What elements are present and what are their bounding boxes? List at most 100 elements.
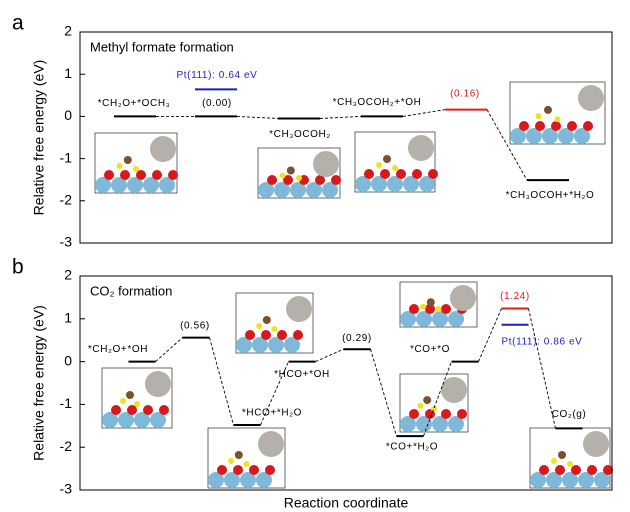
y-tick-label: 2 bbox=[64, 23, 72, 39]
y-axis-label: Relative free energy (eV) bbox=[31, 305, 47, 461]
surface-atom bbox=[150, 412, 166, 428]
connector bbox=[315, 348, 344, 363]
h-atom bbox=[554, 116, 561, 123]
h-atom bbox=[567, 461, 573, 467]
oxygen-atom bbox=[441, 304, 451, 314]
h-atom bbox=[279, 172, 286, 179]
surface-atom bbox=[111, 177, 127, 193]
pt-atom bbox=[408, 135, 434, 161]
pt-atom bbox=[286, 296, 312, 322]
surface-atom bbox=[416, 311, 432, 327]
surface-atom bbox=[416, 416, 432, 432]
connector bbox=[402, 109, 446, 117]
surface-atom bbox=[118, 412, 134, 428]
oxygen-atom bbox=[283, 175, 293, 185]
state-label: *CH₃OCOH₂+*OH bbox=[333, 97, 422, 108]
surface-atom bbox=[403, 176, 419, 192]
h-atom bbox=[133, 166, 139, 172]
h-atom bbox=[535, 113, 542, 120]
state-label: *CH₂O+*OH bbox=[88, 344, 148, 355]
oxygen-atom bbox=[571, 465, 581, 475]
oxygen-atom bbox=[441, 409, 451, 419]
pt-atom bbox=[450, 285, 476, 311]
oxygen-atom bbox=[583, 121, 593, 131]
y-tick-label: -1 bbox=[60, 149, 73, 165]
connector bbox=[319, 115, 362, 119]
state-label: *CO+*H₂O bbox=[386, 442, 438, 453]
h-atom bbox=[420, 303, 427, 310]
y-axis-label: Relative free energy (eV) bbox=[31, 60, 47, 216]
oxygen-atom bbox=[380, 169, 390, 179]
surface-atom bbox=[256, 472, 272, 488]
h-atom bbox=[134, 401, 140, 407]
state-label: *CH₃OCOH₂ bbox=[269, 129, 331, 140]
connector bbox=[260, 361, 289, 426]
oxygen-atom bbox=[261, 330, 271, 340]
panel-label: a bbox=[12, 12, 24, 35]
y-tick-label: 2 bbox=[64, 267, 72, 283]
panel-title: CO₂ formation bbox=[90, 283, 172, 298]
surface-atom bbox=[542, 128, 558, 144]
value-label: (0.29) bbox=[342, 333, 372, 344]
y-tick-label: 0 bbox=[64, 352, 72, 368]
pt-atom bbox=[150, 136, 176, 162]
reference-label: Pt(111): 0.86 eV bbox=[502, 336, 583, 347]
oxygen-atom bbox=[457, 409, 467, 419]
y-tick-label: -3 bbox=[60, 481, 73, 497]
oxygen-atom bbox=[245, 330, 255, 340]
surface-atom bbox=[355, 176, 371, 192]
surface-atom bbox=[268, 337, 284, 353]
surface-atom bbox=[102, 412, 118, 428]
h-atom bbox=[417, 402, 424, 409]
state-label: *HCO+*OH bbox=[274, 369, 330, 380]
oxygen-atom bbox=[539, 465, 549, 475]
connector bbox=[236, 115, 279, 119]
panel-label: b bbox=[12, 256, 24, 279]
connector bbox=[155, 337, 183, 362]
oxygen-atom bbox=[567, 121, 577, 131]
h-atom bbox=[435, 306, 442, 312]
surface-atom bbox=[400, 416, 416, 432]
state-label: *CO+*O bbox=[410, 344, 450, 355]
surface-atom bbox=[306, 182, 322, 198]
h-atom bbox=[120, 398, 126, 404]
h-atom bbox=[116, 163, 123, 169]
x-axis-label: Reaction coordinate bbox=[284, 495, 409, 511]
surface-atom bbox=[574, 128, 590, 144]
surface-atom bbox=[134, 412, 150, 428]
oxygen-atom bbox=[364, 169, 374, 179]
pt-atom bbox=[441, 377, 467, 403]
h-atom bbox=[551, 458, 557, 464]
y-tick-label: -3 bbox=[60, 234, 73, 250]
h-atom bbox=[243, 461, 250, 467]
panel-title: Methyl formate formation bbox=[90, 39, 234, 54]
surface-atom bbox=[558, 128, 574, 144]
pt-atom bbox=[583, 431, 609, 457]
carbon-atom bbox=[544, 105, 552, 114]
surface-atom bbox=[274, 182, 290, 198]
oxygen-atom bbox=[111, 405, 121, 415]
oxygen-atom bbox=[127, 405, 137, 415]
oxygen-atom bbox=[551, 121, 561, 131]
value-label: (0.56) bbox=[180, 320, 210, 331]
surface-atom bbox=[371, 176, 387, 192]
surface-atom bbox=[236, 337, 252, 353]
surface-atom bbox=[208, 472, 224, 488]
pt-atom bbox=[578, 85, 604, 111]
y-tick-label: 1 bbox=[64, 65, 72, 81]
value-label: (0.16) bbox=[450, 88, 480, 99]
connector bbox=[478, 308, 502, 362]
surface-atom bbox=[224, 472, 240, 488]
surface-atom bbox=[240, 472, 256, 488]
surface-atom bbox=[252, 337, 268, 353]
surface-atom bbox=[578, 472, 594, 488]
pt-atom bbox=[313, 151, 339, 177]
oxygen-atom bbox=[120, 170, 130, 180]
plot-frame bbox=[79, 275, 613, 491]
y-tick-label: 1 bbox=[64, 310, 72, 326]
oxygen-atom bbox=[535, 121, 545, 131]
state-label: *CH₃OCOH+*H₂O bbox=[506, 190, 595, 201]
surface-atom bbox=[432, 311, 448, 327]
oxygen-atom bbox=[428, 169, 438, 179]
pt-atom bbox=[145, 371, 171, 397]
